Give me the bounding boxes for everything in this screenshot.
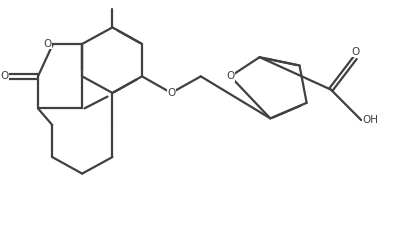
Text: O: O bbox=[226, 71, 235, 81]
Text: O: O bbox=[167, 88, 175, 98]
Text: O: O bbox=[44, 39, 52, 49]
Text: O: O bbox=[0, 71, 8, 81]
Text: OH: OH bbox=[362, 115, 378, 125]
Text: O: O bbox=[351, 47, 359, 57]
